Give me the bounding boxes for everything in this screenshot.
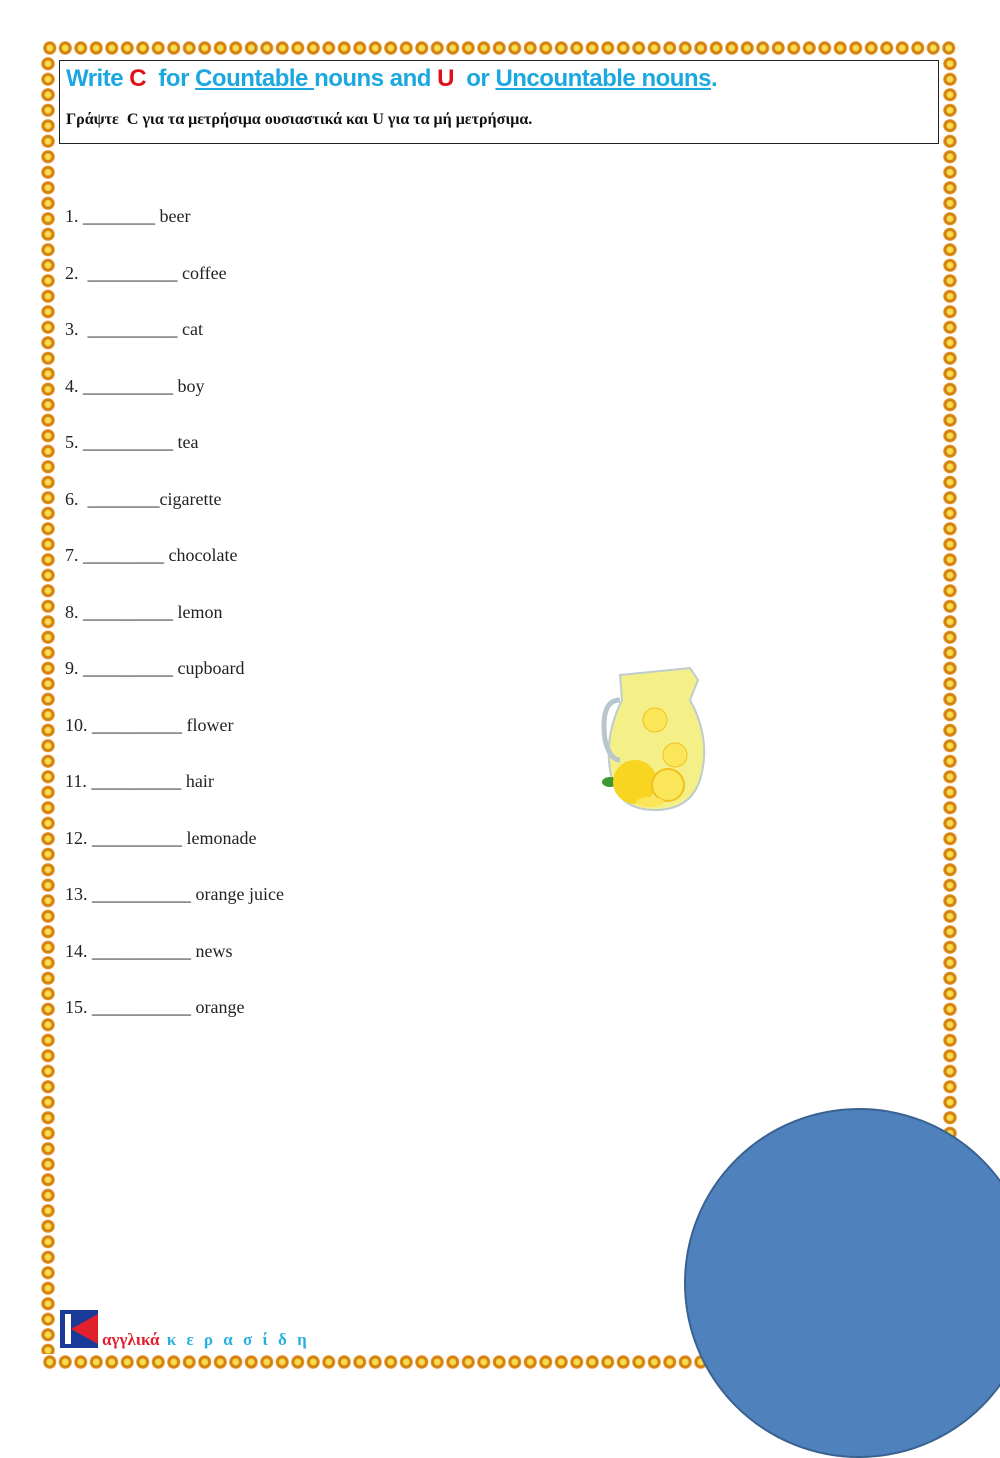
exercise-item: 13. ___________ orange juice	[65, 884, 284, 904]
title-uncountable: Uncountable nouns	[495, 65, 711, 92]
sun-border-right	[942, 56, 958, 1354]
exercise-item: 14. ___________ news	[65, 940, 233, 961]
brand-name: αγγλικά κ ε ρ α σ ί δ η	[102, 1330, 310, 1350]
brand-blue: κ ε ρ α σ ί δ η	[159, 1330, 310, 1349]
exercise-item: 12. __________ lemonade	[65, 827, 257, 848]
exercise-item: 2. __________ coffee	[65, 262, 227, 283]
exercise-item: 5. __________ tea	[65, 432, 199, 452]
exercise-item: 11. __________ hair	[65, 771, 214, 791]
decorative-blue-circle	[684, 1108, 1000, 1458]
brand-red: αγγλικά	[102, 1330, 160, 1349]
title-u: U	[437, 65, 454, 92]
title-part: nouns and	[314, 65, 438, 92]
title-part: .	[710, 65, 718, 92]
exercise-item: 3. __________ cat	[65, 319, 203, 339]
exercise-item: 4. __________ boy	[65, 375, 205, 396]
exercise-item: 1. ________ beer	[65, 206, 191, 226]
exercise-item: 10. __________ flower	[65, 714, 234, 735]
exercise-item: 6. ________cigarette	[65, 488, 222, 509]
sun-border-left	[40, 56, 56, 1354]
page-title: Write C for Countable nouns and U or Unc…	[66, 65, 718, 93]
exercise-item: 8. __________ lemon	[65, 601, 223, 622]
lemonade-pitcher-image	[601, 666, 706, 812]
title-part: or	[453, 65, 496, 92]
brand-logo	[60, 1310, 98, 1348]
title-countable: Countable	[195, 65, 315, 92]
title-part: Write	[66, 65, 130, 92]
title-part: for	[146, 65, 196, 92]
exercise-item: 9. __________ cupboard	[65, 658, 245, 678]
title-c: C	[129, 65, 147, 92]
sun-border-top	[42, 40, 958, 56]
instructions-box: Write C for Countable nouns and U or Unc…	[59, 60, 939, 144]
exercise-item: 15. ___________ orange	[65, 997, 245, 1017]
exercise-item: 7. _________ chocolate	[65, 545, 238, 565]
greek-instructions: Γράψτε C για τα μετρήσιμα ουσιαστικά και…	[66, 111, 533, 128]
